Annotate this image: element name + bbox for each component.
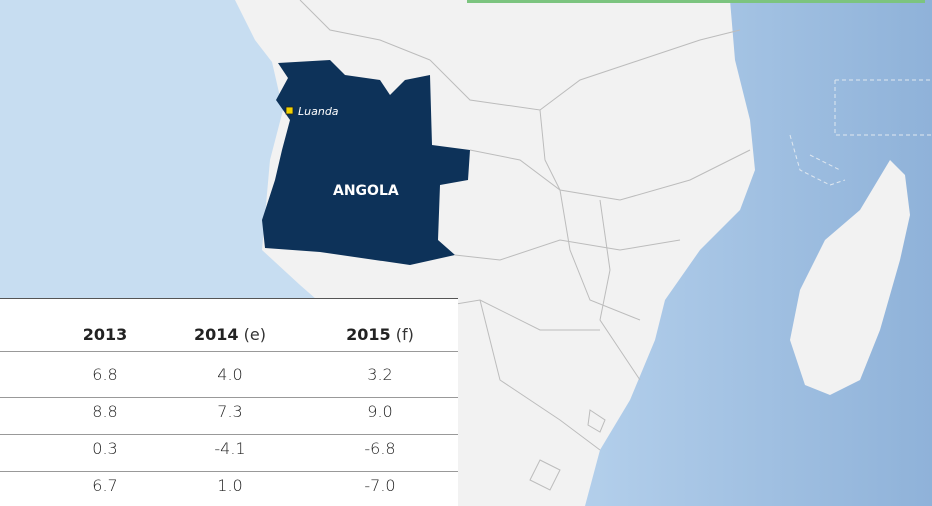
header-row: 2013 2014 (e) 2015 (f) (0, 315, 458, 352)
table-cell: 9.0 (367, 402, 393, 421)
table-row: 6.8 4.0 3.2 (0, 361, 458, 398)
table-cell: -7.0 (364, 476, 396, 495)
header-cell: 2015 (f) (320, 325, 440, 344)
table-cell: 6.7 (92, 476, 118, 495)
table-cell: -6.8 (364, 439, 396, 458)
country-label: ANGOLA (333, 183, 399, 199)
maritime-boundary (834, 79, 932, 136)
table-row: 0.3 -4.1 -6.8 (0, 435, 458, 472)
angola (262, 60, 470, 265)
data-table: 2013 2014 (e) 2015 (f) 6.8 4.0 3.2 8.8 7.3 9.0 0.… (0, 298, 458, 506)
table-cell: 8.8 (92, 402, 118, 421)
maritime-boundary (789, 134, 846, 186)
table-cell: 6.8 (92, 365, 118, 384)
table-cell: -4.1 (214, 439, 246, 458)
city-label: Luanda (298, 105, 339, 118)
year: 2014 (194, 325, 239, 344)
note: (f) (395, 325, 414, 344)
table-cell: 1.0 (217, 476, 243, 495)
year: 2015 (346, 325, 391, 344)
city-marker (285, 106, 294, 115)
table-cell: 0.3 (92, 439, 118, 458)
accent-bar (467, 0, 925, 3)
borders (299, 0, 751, 491)
year: 2013 (82, 325, 128, 344)
note: (e) (243, 325, 266, 344)
table-cell: 4.0 (217, 365, 243, 384)
table-row: 8.8 7.3 9.0 (0, 398, 458, 435)
madagascar (790, 160, 910, 395)
table-cell: 7.3 (217, 402, 243, 421)
table-row: 6.7 1.0 -7.0 (0, 472, 458, 506)
table-cell: 3.2 (367, 365, 393, 384)
header-cell: 2013 (45, 325, 165, 344)
header-cell: 2014 (e) (170, 325, 290, 344)
